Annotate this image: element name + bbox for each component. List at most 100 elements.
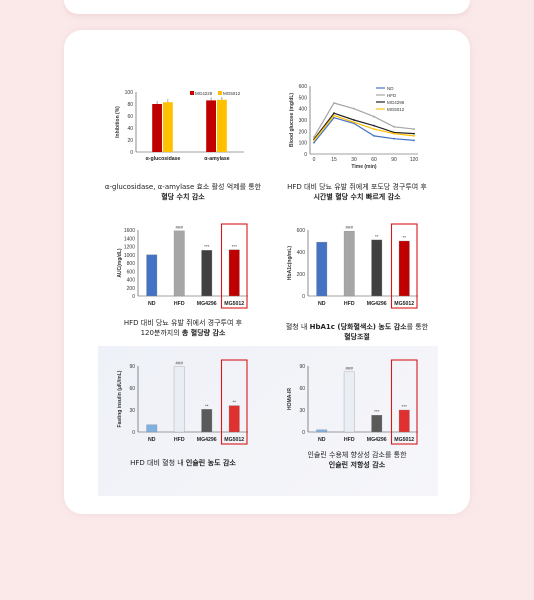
x-tick-label: MG4296: [197, 437, 217, 443]
line-mg5012: [313, 114, 415, 141]
data-point: [333, 112, 335, 115]
data-point: [333, 102, 335, 104]
bar-mg5012: [163, 102, 173, 152]
x-tick-label: ND: [318, 437, 326, 443]
chart-auc: 0 200 400 600 800 1000 1200 1400 1600 AUC(mg/dL) N…: [117, 223, 248, 309]
legend-swatch: [190, 91, 194, 95]
bar-mg5012: [398, 240, 410, 297]
y-tick-label: 400: [297, 250, 306, 256]
data-point: [353, 107, 355, 110]
x-tick-label: 30: [351, 157, 357, 163]
caption-hba1c: 혈청 내 HbA1c (당화혈색소) 농도 감소를 통한 혈당조절: [285, 323, 429, 341]
top-card-edge: [64, 0, 470, 14]
x-tick-label: MG4296: [367, 437, 387, 443]
y-tick-label: 100: [299, 141, 308, 147]
x-axis-label: Time (min): [351, 164, 377, 170]
y-axis-label: AUC(mg/dL): [117, 248, 123, 277]
legend-label: ND: [387, 86, 394, 91]
bar-nd: [316, 241, 328, 297]
y-tick-label: 100: [125, 90, 134, 96]
x-tick-label: ND: [148, 301, 156, 307]
y-tick-label: 1200: [124, 245, 135, 251]
y-tick-label: 80: [127, 102, 133, 108]
significance-mark: **: [375, 234, 379, 239]
highlight-box: [390, 223, 418, 309]
caption-blood-glucose-time: HFD 대비 당뇨 유발 쥐에게 포도당 경구투여 후 시간별 혈당 수치 빠르…: [287, 183, 427, 201]
data-point: [413, 132, 415, 135]
x-tick-label: 15: [331, 157, 337, 163]
legend-swatch: [218, 91, 222, 95]
highlight-box: [220, 359, 248, 445]
x-tick-label: MG5012: [224, 301, 244, 307]
bar-hfd: [343, 371, 355, 433]
significance-mark: ###: [175, 225, 183, 230]
x-tick-label: α-glucosidase: [146, 156, 181, 162]
legend-label: MG5012: [223, 91, 241, 96]
significance-mark: **: [232, 400, 236, 405]
bar-nd: [316, 429, 328, 433]
bar-mg4296: [201, 250, 213, 297]
legend-label: HFD: [387, 93, 397, 98]
x-tick-label: 120: [410, 157, 419, 163]
highlight-box: [390, 359, 418, 445]
bar-mg4229: [206, 100, 216, 152]
y-tick-label: 20: [127, 138, 133, 144]
data-point: [393, 125, 395, 128]
y-axis-label: Fasting insulin (μIU/mL): [117, 370, 123, 427]
chart-enzyme-inhibition: 0 20 40 60 80 100 Inhibition (%) α-glucosidase α…: [115, 90, 244, 162]
data-point: [333, 116, 335, 119]
y-tick-label: 90: [299, 364, 305, 370]
y-tick-label: 40: [127, 126, 133, 132]
data-point: [413, 139, 415, 142]
data-point: [313, 136, 315, 138]
bar-mg5012: [228, 249, 240, 297]
significance-mark: ***: [374, 409, 380, 414]
bar-mg5012: [217, 99, 227, 152]
bar-mg5012: [398, 409, 410, 433]
significance-mark: ***: [204, 244, 210, 249]
significance-mark: ###: [175, 361, 183, 366]
significance-mark: **: [205, 403, 209, 408]
bar-mg4296: [371, 414, 383, 433]
x-tick-label: HFD: [344, 437, 355, 443]
y-axis-label: HOMA-IR: [287, 388, 293, 410]
y-tick-label: 1400: [124, 236, 135, 242]
y-axis-label: Inhibition (%): [115, 106, 121, 138]
x-tick-label: α-amylase: [204, 156, 230, 162]
y-tick-label: 1000: [124, 253, 135, 259]
data-point: [373, 128, 375, 130]
y-tick-label: 400: [127, 278, 136, 284]
data-point: [313, 139, 315, 142]
x-tick-label: MG4296: [367, 301, 387, 307]
x-tick-label: 0: [313, 157, 316, 163]
y-tick-label: 600: [127, 269, 136, 275]
data-point: [353, 121, 355, 124]
bar-mg4296: [201, 409, 213, 433]
x-tick-label: 90: [391, 157, 397, 163]
data-point: [353, 119, 355, 121]
caption-homa-ir: 인슐린 수용체 향상성 감소를 통한 인슐린 저항성 감소: [307, 451, 407, 469]
line-mg4296: [313, 112, 415, 140]
y-tick-label: 1600: [124, 228, 135, 234]
content-card: 0 20 40 60 80 100 Inhibition (%) α-glucosidase α…: [64, 30, 470, 514]
x-tick-label: HFD: [174, 301, 185, 307]
caption-auc: HFD 대비 당뇨 유발 쥐에서 경구투여 후 120분까지의 총 혈당량 감소: [123, 319, 243, 337]
caption-fasting-insulin: HFD 대비 혈청 내 인슐린 농도 감소: [130, 459, 236, 467]
data-point: [333, 114, 335, 117]
x-tick-label: HFD: [174, 437, 185, 443]
legend-label: MG5012: [387, 107, 405, 112]
legend-label: MG4296: [387, 100, 405, 105]
y-tick-label: 90: [129, 364, 135, 370]
x-tick-label: MG5012: [394, 437, 414, 443]
x-tick-label: ND: [148, 437, 156, 443]
y-tick-label: 30: [299, 408, 305, 414]
significance-mark: ###: [345, 225, 353, 230]
y-tick-label: 300: [299, 118, 308, 124]
y-tick-label: 0: [302, 294, 305, 300]
x-tick-label: ND: [318, 301, 326, 307]
chart-fasting-insulin: 0 30 60 90 Fasting insulin (μIU/mL) ND HFD ### M…: [117, 359, 248, 445]
significance-mark: ***: [232, 244, 238, 249]
y-tick-label: 0: [130, 150, 133, 156]
caption-enzyme-inhibition: α-glucosidase, α-amylase 효소 활성 억제를 통한 혈당…: [104, 183, 262, 201]
bar-mg4229: [152, 104, 162, 152]
